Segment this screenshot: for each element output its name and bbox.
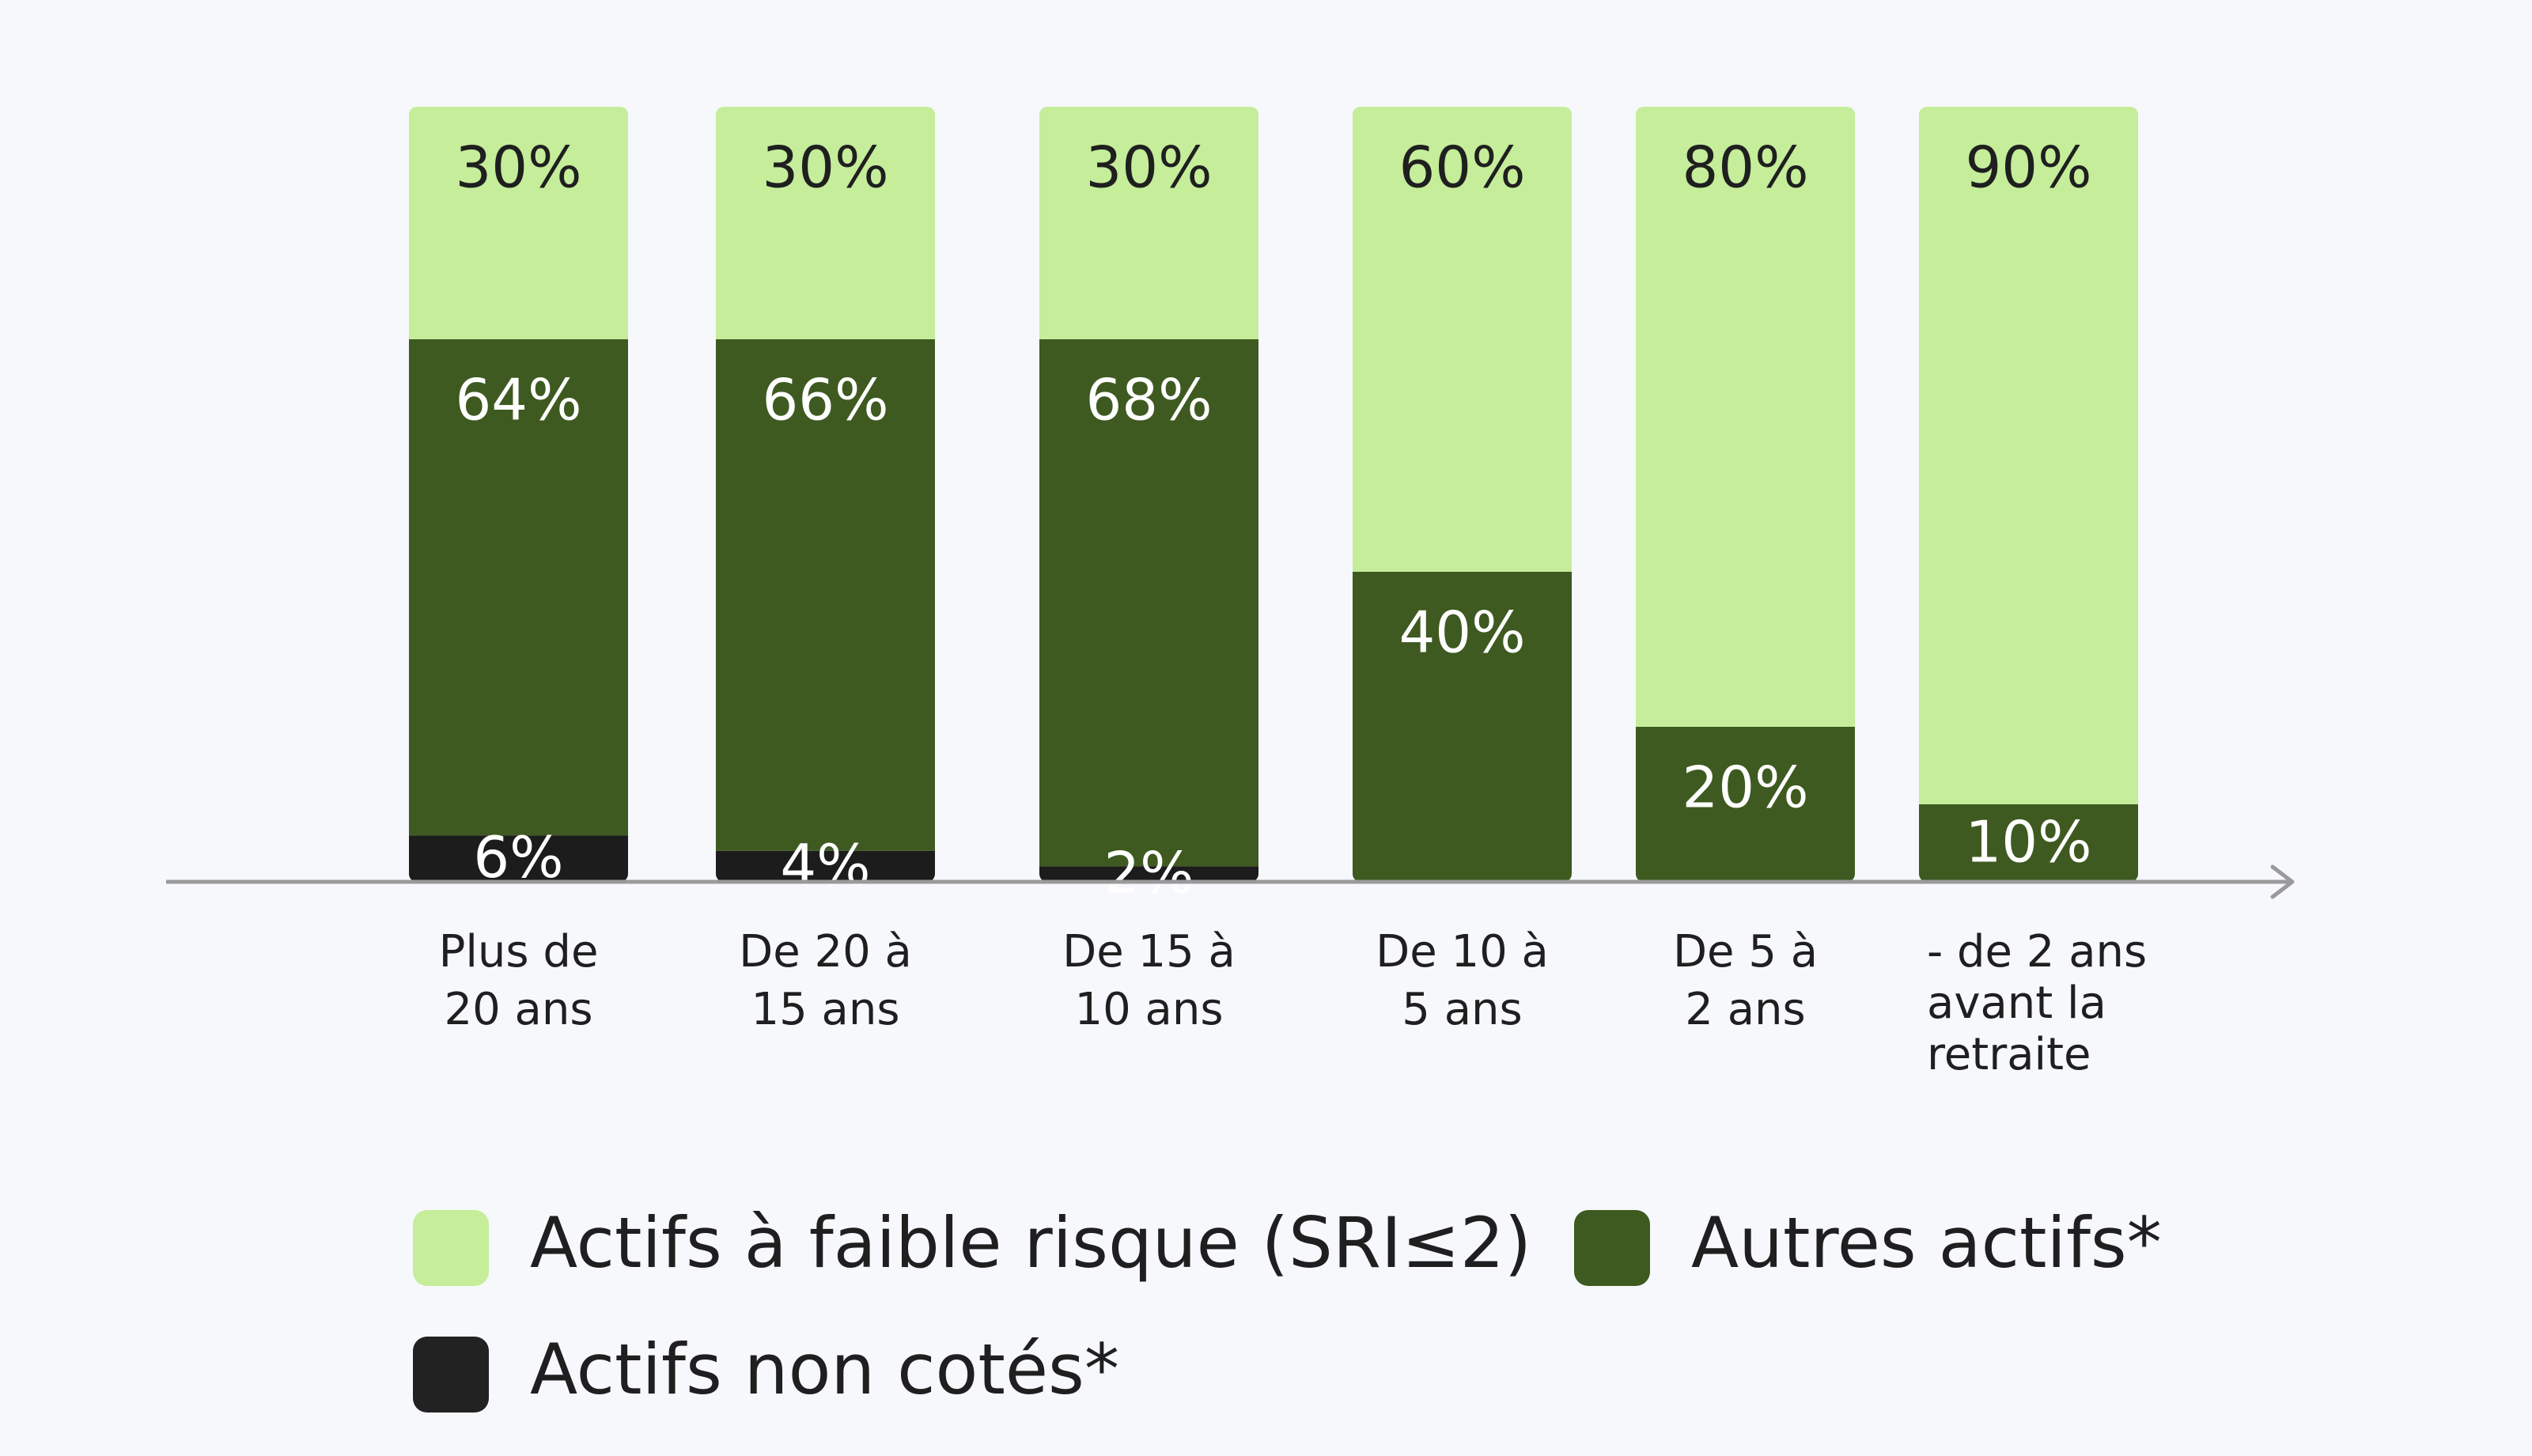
category-label-line: 15 ans xyxy=(751,984,899,1035)
data-label: 2% xyxy=(1103,840,1194,906)
data-label: 30% xyxy=(455,134,581,201)
data-label: 30% xyxy=(1085,134,1212,201)
bar-stack xyxy=(716,107,935,882)
bar-segment xyxy=(1919,107,2138,804)
data-label: 68% xyxy=(1085,367,1212,433)
category-label-line: avant la xyxy=(1927,978,2106,1029)
bar-segment xyxy=(1039,339,1258,867)
bar-segment xyxy=(716,850,935,882)
data-label: 30% xyxy=(762,134,888,201)
bar-segment xyxy=(409,835,628,882)
category-label: - de 2 ans avant la retraite xyxy=(1927,926,2147,1080)
category-label-line: De 15 à xyxy=(1062,926,1236,978)
legend-item: Autres actifs* xyxy=(1574,1202,2162,1286)
legend-swatch xyxy=(413,1337,489,1413)
legend-label: Actifs non cotés* xyxy=(530,1329,1119,1410)
bars-group xyxy=(409,107,2138,882)
bar-segment xyxy=(409,339,628,836)
category-label: De 5 à 2 ans xyxy=(1673,926,1818,1035)
category-label-line: retraite xyxy=(1927,1029,2091,1080)
data-label: 64% xyxy=(455,367,581,433)
bar-segment xyxy=(716,339,935,851)
category-label-line: 2 ans xyxy=(1685,984,1805,1035)
bar-segment xyxy=(1039,866,1258,882)
bar-stack xyxy=(1636,107,1855,882)
category-label-line: 20 ans xyxy=(444,984,592,1035)
x-axis-arrow-icon xyxy=(2270,864,2295,899)
category-label-line: - de 2 ans xyxy=(1927,926,2147,978)
bar-segment xyxy=(1636,727,1855,882)
data-label: 4% xyxy=(780,832,870,898)
legend-item: Actifs à faible risque (SRI≤2) xyxy=(413,1202,1531,1286)
category-label-line: De 10 à xyxy=(1376,926,1549,978)
data-label: 10% xyxy=(1965,809,2091,875)
legend-item: Actifs non cotés* xyxy=(413,1329,1119,1413)
data-label: 60% xyxy=(1398,134,1525,201)
bar-segment xyxy=(1353,572,1572,882)
data-label: 80% xyxy=(1682,134,1808,201)
data-label: 40% xyxy=(1398,599,1525,666)
bar-segment xyxy=(409,107,628,339)
data-label: 90% xyxy=(1965,134,2091,201)
category-label: De 20 à 15 ans xyxy=(739,926,912,1035)
legend-label: Autres actifs* xyxy=(1691,1202,2162,1284)
category-label-line: 10 ans xyxy=(1074,984,1223,1035)
category-label: De 10 à 5 ans xyxy=(1376,926,1549,1035)
category-label: De 15 à 10 ans xyxy=(1062,926,1236,1035)
category-label-line: De 5 à xyxy=(1673,926,1818,978)
data-label: 20% xyxy=(1682,754,1808,821)
bar-segment xyxy=(1919,804,2138,882)
legend-label: Actifs à faible risque (SRI≤2) xyxy=(530,1202,1531,1284)
category-label-line: De 20 à xyxy=(739,926,912,978)
x-axis xyxy=(166,864,2295,899)
bar-segment xyxy=(716,107,935,339)
data-label: 66% xyxy=(762,367,888,433)
bar-segment xyxy=(1353,107,1572,572)
bar-stack xyxy=(1919,107,2138,882)
bar-labels-group: 6% 64% 30% 4% 66% 30% 2% 68% 30% 40% 60% 20% 80% 10% 9… xyxy=(455,134,2091,906)
data-label: 6% xyxy=(473,824,563,891)
bar-stack xyxy=(409,107,628,882)
bar-stack xyxy=(1353,107,1572,882)
bar-stack xyxy=(1039,107,1258,882)
legend-swatch xyxy=(413,1210,489,1286)
category-label: Plus de 20 ans xyxy=(439,926,599,1035)
bar-segment xyxy=(1039,107,1258,339)
bar-segment xyxy=(1636,107,1855,727)
legend-swatch xyxy=(1574,1210,1650,1286)
category-label-line: 5 ans xyxy=(1402,984,1522,1035)
legend: Actifs à faible risque (SRI≤2) Autres act… xyxy=(413,1202,2162,1413)
category-label-line: Plus de xyxy=(439,926,599,978)
